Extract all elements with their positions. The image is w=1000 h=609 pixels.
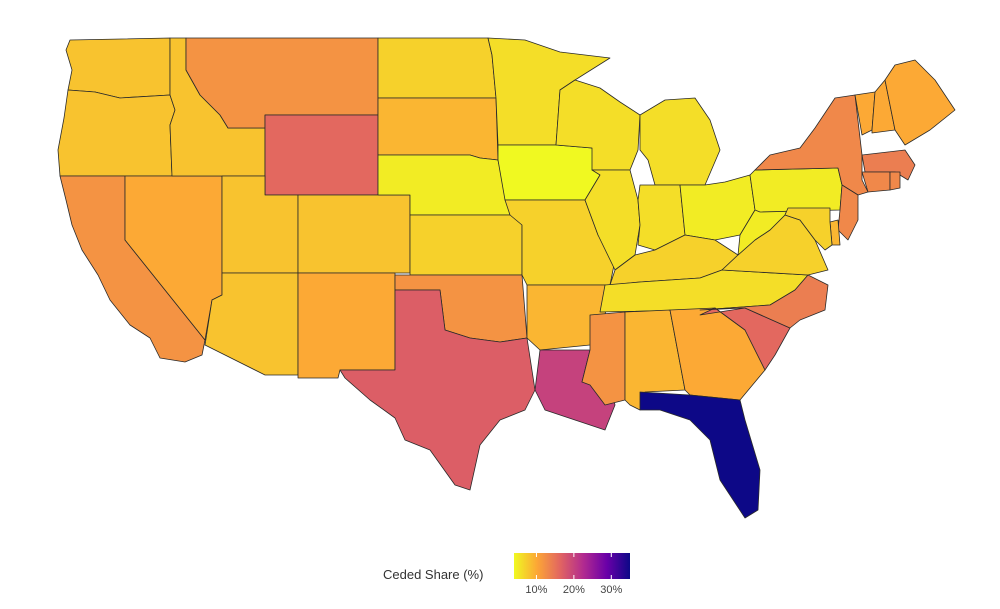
- state-md: [784, 207, 833, 251]
- state-or: [57, 89, 176, 177]
- state-mi: [639, 97, 721, 186]
- state-tx: [339, 289, 536, 491]
- legend-tick-label: 20%: [562, 584, 585, 596]
- legend: Ceded Share (%) 10% 20% 30%: [383, 553, 643, 601]
- legend-tick-label: 10%: [525, 584, 548, 596]
- state-nh: [871, 79, 896, 134]
- state-wa: [65, 37, 171, 99]
- state-fl: [639, 391, 761, 519]
- state-ks: [409, 214, 523, 276]
- state-co: [297, 194, 411, 274]
- state-pa: [749, 167, 843, 213]
- state-nd: [377, 37, 497, 99]
- state-nm: [297, 272, 396, 379]
- state-wy: [264, 114, 379, 196]
- legend-title: Ceded Share (%): [383, 567, 484, 582]
- us-choropleth-map: [57, 37, 956, 519]
- state-ri: [889, 171, 901, 191]
- state-nc: [699, 274, 829, 329]
- legend-color-bar: [514, 553, 630, 579]
- map-svg: [57, 37, 956, 519]
- state-ia: [497, 144, 601, 201]
- state-nj: [837, 184, 859, 241]
- legend-tick-label: 30%: [600, 584, 623, 596]
- state-me: [884, 59, 956, 146]
- state-sd: [377, 97, 499, 161]
- state-wi: [555, 79, 641, 171]
